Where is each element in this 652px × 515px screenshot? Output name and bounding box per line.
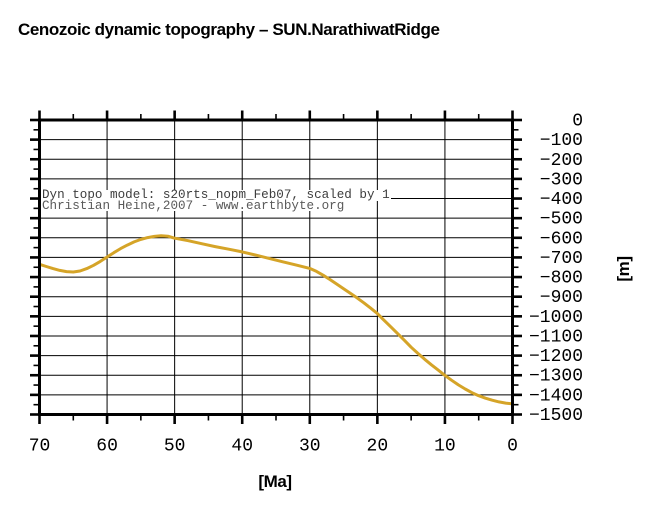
x-tick-label: 10: [434, 437, 456, 457]
y-tick-label: −200: [540, 151, 583, 171]
y-tick-label: −1000: [529, 308, 583, 328]
y-tick-label: −1300: [529, 367, 583, 387]
y-tick-label: −800: [540, 269, 583, 289]
figure-title: Cenozoic dynamic topography – SUN.Narath…: [18, 20, 440, 39]
topography-curve: [38, 234, 514, 406]
x-tick-label: 50: [164, 437, 186, 457]
x-tick-label: 0: [507, 437, 518, 457]
y-tick-label: −1100: [529, 327, 583, 347]
y-tick-label: −1400: [529, 386, 583, 406]
y-tick-label: −600: [540, 229, 583, 249]
y-tick-label: −500: [540, 210, 583, 230]
x-tick-label: 40: [231, 437, 253, 457]
annotation-line-1: Dyn topo model: s20rts_nopm_Feb07, scale…: [41, 188, 391, 202]
y-tick-label: −1500: [529, 406, 583, 426]
annotation-line-2: Christian Heine,2007 - www.earthbyte.org: [41, 198, 346, 213]
model-annotation: Dyn topo model: s20rts_nopm_Feb07, scale…: [41, 188, 391, 213]
y-tick-label: −100: [540, 131, 583, 151]
gridlines: [41, 121, 511, 413]
y-axis-label: [m]: [614, 256, 633, 282]
axis-ticks: [30, 110, 522, 424]
y-axis-tick-labels: 0−100−200−300−400−500−600−700−800−900−10…: [529, 112, 583, 427]
plot-frame: [38, 118, 514, 416]
x-tick-label: 20: [367, 437, 389, 457]
y-tick-label: −700: [540, 249, 583, 269]
y-tick-label: −1200: [529, 347, 583, 367]
x-axis-label: [Ma]: [258, 472, 292, 491]
y-tick-label: −400: [540, 190, 583, 210]
y-tick-label: −900: [540, 288, 583, 308]
y-tick-label: 0: [572, 112, 583, 132]
x-tick-label: 30: [299, 437, 321, 457]
x-tick-label: 60: [96, 437, 118, 457]
x-axis-tick-labels: 70 60 50 40 30 20 10 0: [29, 437, 518, 457]
x-tick-label: 70: [29, 437, 51, 457]
y-tick-label: −300: [540, 170, 583, 190]
